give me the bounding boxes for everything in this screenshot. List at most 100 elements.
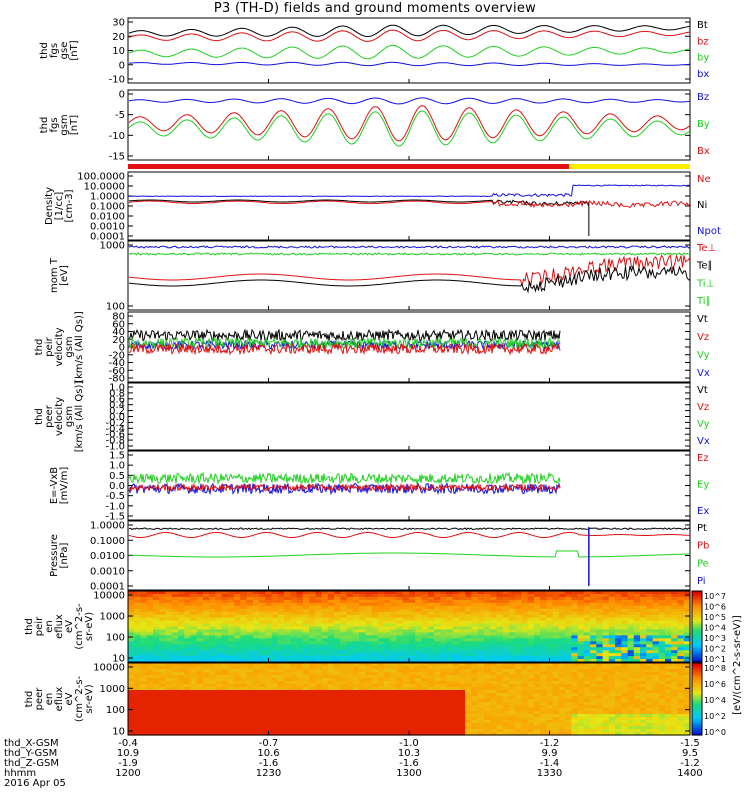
- peer-spectrogram-cell: [640, 717, 647, 721]
- peer-spectrogram-cell: [277, 696, 285, 700]
- peer-spectrogram-cell: [508, 690, 516, 694]
- peer-spectrogram-cell: [415, 708, 422, 712]
- peir-spectrogram-cell: [658, 611, 666, 616]
- peir-spectrogram-cell: [190, 605, 198, 610]
- peer-spectrogram-cell: [483, 729, 491, 733]
- peer-spectrogram-cell: [302, 702, 310, 706]
- peir-spectrogram-cell: [202, 596, 210, 601]
- peer-spectrogram-cell: [558, 708, 566, 712]
- peer-spectrogram-cell: [477, 732, 485, 736]
- peer-spectrogram-cell: [309, 729, 316, 733]
- peer-spectrogram-cell: [552, 675, 560, 679]
- peer-spectrogram-cell: [633, 699, 641, 703]
- peir-spectrogram-cell: [602, 620, 610, 625]
- peir-spectrogram-colorbar-seg: [692, 607, 702, 611]
- pressure-ytick-label: 0.0001: [90, 582, 125, 593]
- peir-spectrogram-cell: [540, 620, 547, 625]
- peer-spectrogram-cell: [165, 687, 173, 691]
- peer-spectrogram-cell: [396, 672, 404, 676]
- peir-spectrogram-cell: [128, 608, 135, 613]
- peir-spectrogram-cell: [477, 656, 485, 660]
- peer-spectrogram-cell: [677, 732, 685, 736]
- peer-spectrogram-cell: [178, 678, 185, 682]
- peir-spectrogram-cell: [184, 647, 191, 651]
- peir-spectrogram-cell: [140, 608, 148, 613]
- peir-spectrogram-cell: [271, 632, 279, 636]
- peir-spectrogram-cell: [459, 617, 466, 622]
- peer-spectrogram-cell: [359, 717, 366, 721]
- peer-spectrogram-cell: [221, 726, 229, 730]
- peir-spectrogram-cell: [209, 644, 216, 648]
- peir-spectrogram-cell: [459, 614, 466, 619]
- peir-spectrogram-cell: [334, 638, 341, 642]
- peir-spectrogram-cell: [421, 635, 429, 639]
- density-legend-0: Ne: [697, 174, 711, 185]
- peir-spectrogram-cell: [677, 599, 685, 604]
- peir-spectrogram-cell: [359, 644, 366, 648]
- peer-spectrogram-cell: [552, 693, 560, 697]
- peer-spectrogram-cell: [190, 690, 198, 694]
- peer-spectrogram-cell: [246, 699, 254, 703]
- peir-spectrogram-cell: [384, 644, 391, 648]
- peer-spectrogram-cell: [234, 678, 241, 682]
- peer-spectrogram-cell: [252, 711, 260, 715]
- peer-spectrogram-cell: [227, 702, 235, 706]
- peer-spectrogram-cell: [140, 699, 148, 703]
- peer-spectrogram-cell: [334, 669, 341, 673]
- peer-spectrogram-cell: [621, 720, 629, 724]
- peir-spectrogram-cell: [577, 596, 585, 601]
- peer-spectrogram-cell: [496, 672, 504, 676]
- peir-spectrogram-cell: [209, 602, 216, 607]
- peer-spectrogram-cell: [402, 714, 410, 718]
- peer-spectrogram-cell: [552, 732, 560, 736]
- peer-spectrogram-cell: [627, 705, 635, 709]
- peer-spectrogram-cell: [165, 693, 173, 697]
- peer-spectrogram-cell: [421, 690, 429, 694]
- peer-spectrogram-cell: [159, 723, 166, 727]
- peer-spectrogram-cell: [402, 705, 410, 709]
- peir-spectrogram-cell: [196, 594, 204, 598]
- peer-spectrogram-cell: [577, 696, 585, 700]
- footer-value: -1.2: [680, 758, 700, 769]
- peer-spectrogram-cell: [215, 696, 223, 700]
- peir-spectrogram-cell: [246, 591, 254, 595]
- peir-spectrogram-cell: [202, 656, 210, 660]
- peer-spectrogram-cell: [421, 696, 429, 700]
- peir-spectrogram-cell: [440, 617, 447, 622]
- peir-spectrogram-cell: [234, 617, 241, 622]
- peir-spectrogram-cell: [165, 605, 173, 610]
- peir-spectrogram-cell: [583, 650, 591, 654]
- peer-spectrogram-cell: [365, 672, 373, 676]
- peir-spectrogram-cell: [171, 653, 179, 657]
- peer-spectrogram-cell: [502, 699, 510, 703]
- peer-spectrogram-cell: [490, 681, 497, 685]
- peir-spectrogram-cell: [590, 599, 597, 604]
- peir-spectrogram-cell: [633, 623, 641, 628]
- peer-spectrogram-cell: [302, 705, 310, 709]
- peer-spectrogram-cell: [683, 711, 691, 715]
- peer-spectrogram-cell: [565, 690, 572, 694]
- peir-spectrogram-cell: [540, 653, 547, 657]
- peir-spectrogram-cell: [284, 641, 291, 645]
- peer-spectrogram-cell: [340, 708, 348, 712]
- peir-spectrogram-cell: [415, 653, 422, 657]
- peir-spectrogram-colorbar-seg: [692, 628, 702, 632]
- peer-spectrogram-cell: [221, 708, 229, 712]
- peer-spectrogram-cell: [483, 663, 491, 667]
- peir-spectrogram-cell: [190, 602, 198, 607]
- peir-spectrogram-cell: [190, 623, 198, 628]
- fgs-gse-legend-0: Bt: [697, 20, 708, 31]
- peer-spectrogram-cell: [646, 678, 654, 682]
- peer-spectrogram-cell: [596, 723, 604, 727]
- peer-spectrogram-cell: [471, 681, 479, 685]
- peir-spectrogram-cell: [440, 620, 447, 625]
- peir-spectrogram-cell: [427, 656, 435, 660]
- peer-spectrogram-colorbar-seg: [692, 663, 702, 666]
- peer-spectrogram-cell: [590, 675, 597, 679]
- peer-spectrogram-cell: [246, 666, 254, 670]
- peer-spectrogram-cell: [209, 690, 216, 694]
- peer-spectrogram-cell: [671, 669, 679, 673]
- peer-spectrogram-cell: [427, 720, 435, 724]
- peir-spectrogram-cell: [471, 611, 479, 616]
- peir-spectrogram-cell: [615, 632, 622, 636]
